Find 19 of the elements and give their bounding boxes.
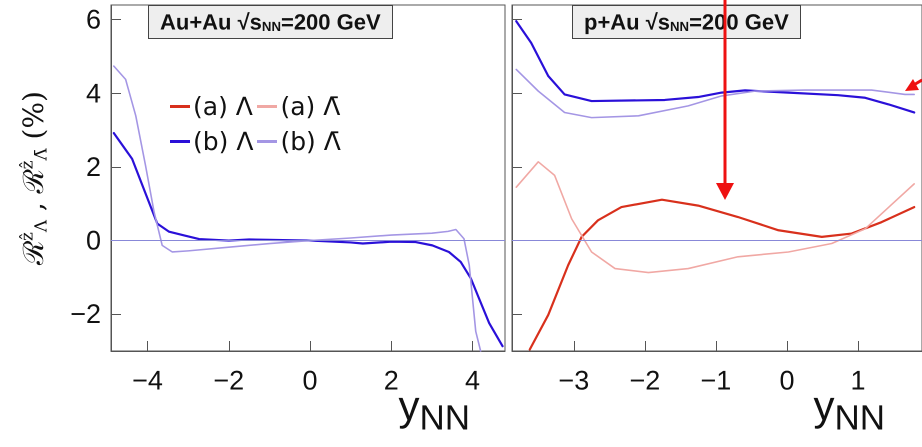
x-tick-label: 2 bbox=[384, 366, 399, 396]
x-tick-label: 0 bbox=[302, 366, 318, 396]
y-tick-label: 4 bbox=[86, 78, 101, 108]
y-tick-label: 2 bbox=[86, 152, 101, 182]
y-tick-label: 6 bbox=[86, 4, 101, 35]
legend-label: (a) Λ bbox=[193, 92, 253, 121]
x-tick-label: −4 bbox=[132, 366, 163, 396]
x-tick-label: −3 bbox=[558, 366, 590, 396]
y-axis-title: ℛẑΛ , ℛẑΛ̄ (%) bbox=[16, 91, 50, 266]
legend-label: (b) Λ bbox=[193, 127, 254, 156]
legend-label: (a) Λ̄ bbox=[280, 92, 340, 121]
x-tick-label: −2 bbox=[213, 366, 244, 396]
y-tick-label: 0 bbox=[86, 226, 101, 256]
x-tick-label: 0 bbox=[779, 366, 795, 396]
x-tick-label: −1 bbox=[700, 366, 732, 396]
x-tick-label: −2 bbox=[629, 366, 660, 396]
legend-label: (b) Λ̄ bbox=[280, 127, 341, 156]
y-tick-label: −2 bbox=[70, 299, 101, 330]
chart-title: Au+Au √sNN=200 GeV bbox=[160, 10, 381, 34]
